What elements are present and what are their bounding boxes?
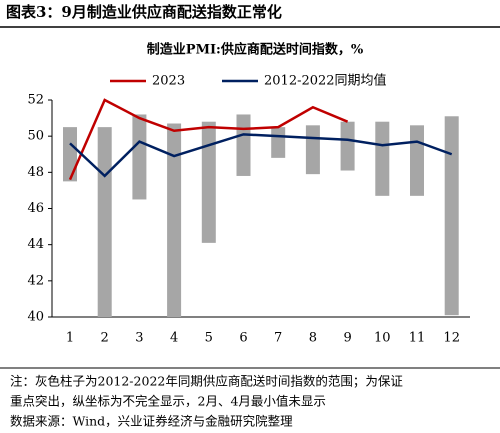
x-tick-label: 3 bbox=[135, 331, 143, 346]
y-tick-label: 50 bbox=[27, 129, 44, 144]
x-tick-label: 12 bbox=[443, 331, 460, 346]
range-bar bbox=[201, 121, 216, 243]
line-series bbox=[69, 133, 453, 178]
y-tick-label: 40 bbox=[27, 310, 44, 325]
range-bar bbox=[63, 127, 77, 182]
legend-label: 2023 bbox=[152, 74, 185, 89]
x-tick-label: 4 bbox=[170, 331, 178, 346]
x-tick-label: 6 bbox=[239, 331, 247, 346]
x-tick-label: 2 bbox=[101, 331, 109, 346]
range-bar bbox=[375, 121, 390, 196]
x-tick-label: 10 bbox=[374, 331, 391, 346]
y-tick-label: 46 bbox=[27, 201, 44, 216]
x-tick-label: 7 bbox=[274, 331, 282, 346]
y-tick-label: 42 bbox=[27, 273, 44, 288]
y-tick-label: 48 bbox=[27, 165, 44, 180]
line-series bbox=[68, 98, 349, 181]
x-tick-label: 9 bbox=[343, 331, 351, 346]
legend-label: 2012-2022同期均值 bbox=[264, 73, 387, 89]
range-bar bbox=[132, 114, 147, 200]
y-tick-label: 52 bbox=[27, 93, 44, 108]
range-bar bbox=[410, 125, 424, 196]
range-bar bbox=[444, 116, 459, 316]
note: 注：灰色柱子为2012-2022年同期供应商配送时间指数的范围；为保证 bbox=[10, 374, 403, 389]
range-bar bbox=[271, 127, 286, 158]
note: 重点突出，纵坐标为不完全显示，2月、4月最小值未显示 bbox=[10, 394, 326, 409]
range-bar bbox=[97, 127, 112, 317]
range-bar bbox=[340, 121, 355, 171]
x-tick-label: 11 bbox=[409, 331, 426, 346]
range-bar bbox=[167, 123, 182, 317]
note: 数据来源：Wind，兴业证券经济与金融研究院整理 bbox=[10, 414, 293, 429]
y-tick-label: 44 bbox=[27, 237, 44, 252]
x-tick-label: 5 bbox=[205, 331, 213, 346]
range-bar bbox=[305, 125, 320, 175]
x-tick-label: 8 bbox=[309, 331, 317, 346]
chart-title: 制造业PMI:供应商配送时间指数，% bbox=[147, 42, 364, 58]
x-tick-label: 1 bbox=[66, 331, 74, 346]
range-bar bbox=[236, 114, 251, 176]
header-title: 图表3：9月制造业供应商配送指数正常化 bbox=[6, 3, 282, 21]
